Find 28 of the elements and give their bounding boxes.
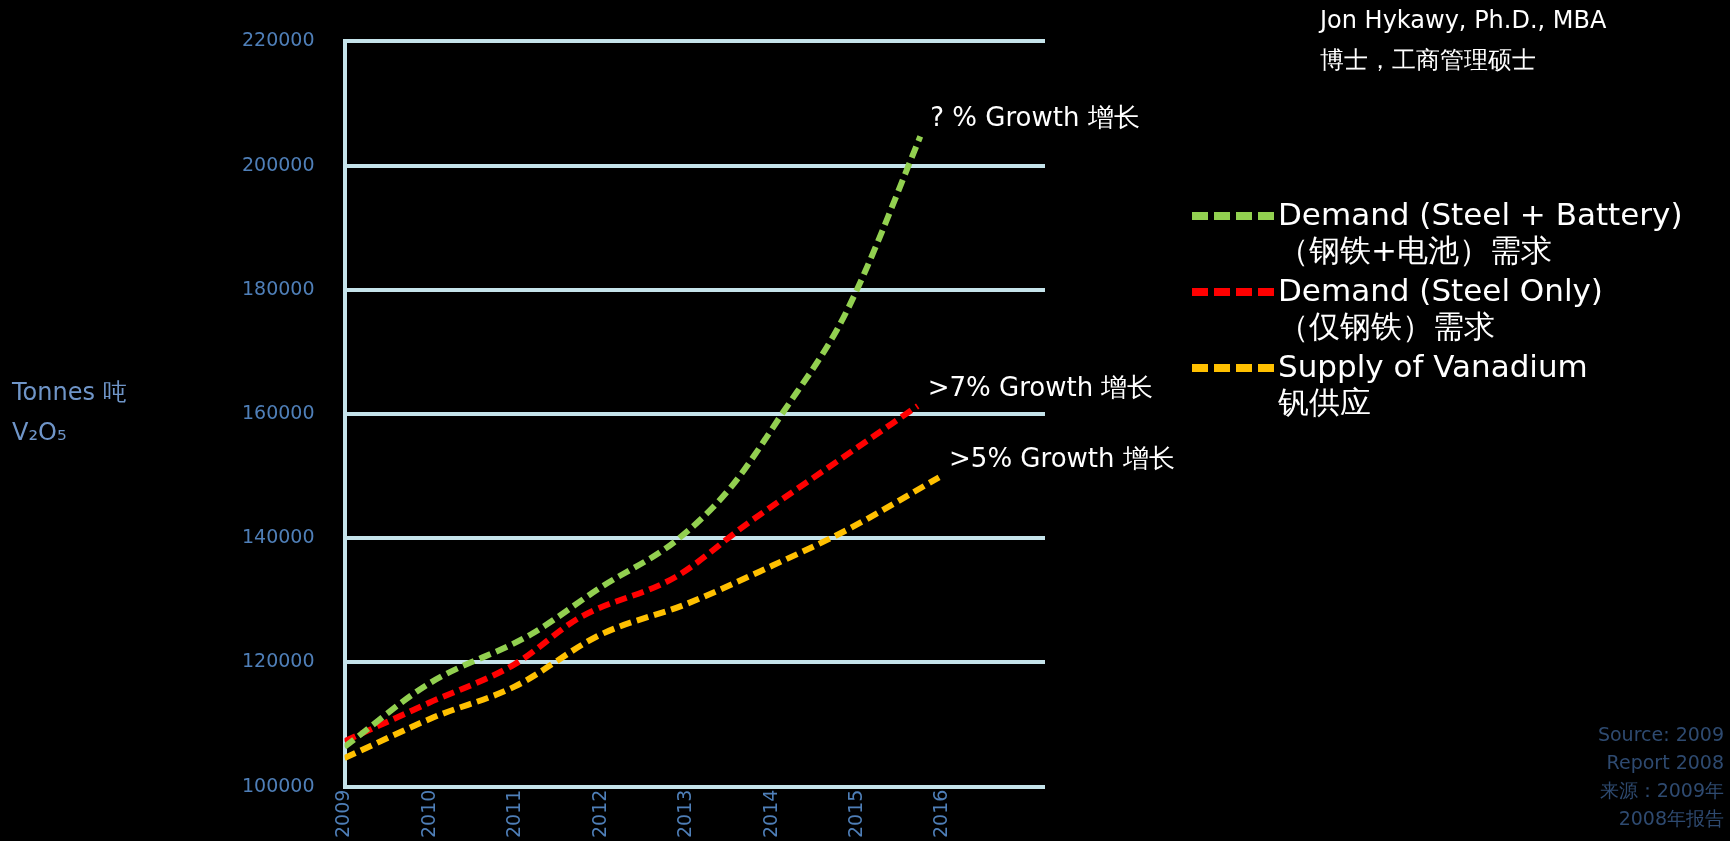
source-note: 来源：2009年 — [1598, 778, 1724, 803]
x-tick-label: 2014 — [758, 789, 781, 839]
legend-label: Demand (Steel Only) （仅钢铁）需求 — [1278, 272, 1603, 344]
text: Report 2008 — [1605, 750, 1724, 775]
annotation: ? % Growth 增长 — [930, 102, 1140, 133]
x-tick-label: 2009 — [331, 789, 354, 839]
y-tick-label: 220000 — [242, 28, 315, 51]
x-tick-label: 2011 — [502, 789, 525, 839]
legend-label: Demand (Steel + Battery) （钢铁+电池）需求 — [1278, 196, 1683, 268]
y-tick-label: 120000 — [242, 649, 315, 672]
x-tick-label: 2016 — [929, 789, 952, 839]
text: 2008年报告 — [1617, 806, 1724, 831]
y-tick-label: 180000 — [242, 276, 315, 299]
y-tick-label: 140000 — [242, 525, 315, 548]
y-tick-label: 200000 — [242, 152, 315, 175]
x-tick-label: 2010 — [416, 789, 439, 839]
x-tick-label: 2015 — [844, 789, 867, 839]
annotation: >5% Growth 增长 — [949, 443, 1175, 474]
legend-label: Supply of Vanadium 钒供应 — [1278, 348, 1588, 420]
source-note: Source: 2009 — [1597, 722, 1724, 747]
annotation: >7% Growth 增长 — [927, 371, 1154, 402]
x-tick-label: 2012 — [587, 789, 610, 839]
text: Jon Hykawy, Ph.D., MBA — [1320, 5, 1607, 36]
y-tick-label: 160000 — [242, 400, 315, 423]
text: Tonnes 吨 V₂O₅ — [12, 377, 127, 448]
y-tick-label: 100000 — [242, 773, 315, 796]
x-tick-label: 2013 — [673, 789, 696, 839]
text: 博士，工商管理硕士 — [1320, 45, 1537, 76]
